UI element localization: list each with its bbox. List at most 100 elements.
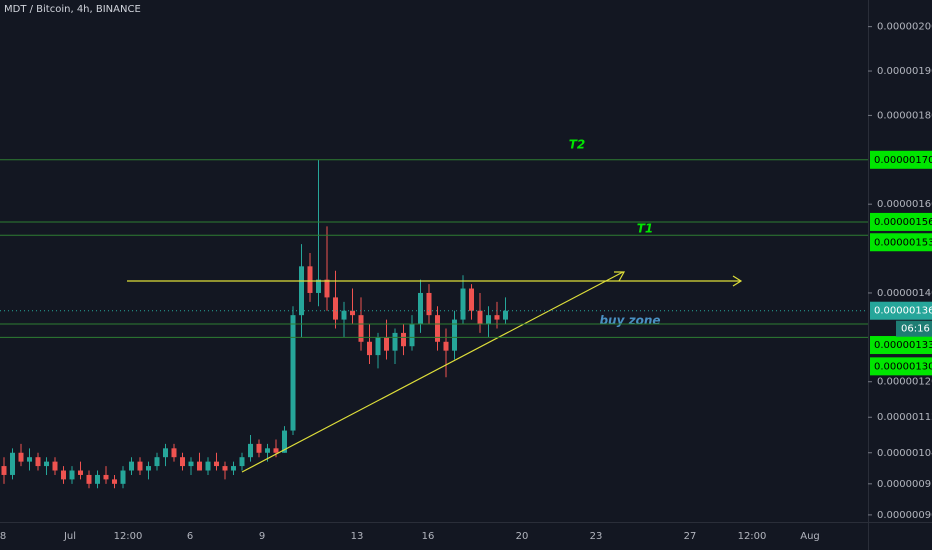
y-tick-label: 0.00000200 — [877, 22, 932, 33]
candle-body — [120, 470, 126, 484]
candle-body — [112, 479, 117, 484]
x-tick-label: 13 — [351, 531, 364, 542]
candle-body — [375, 337, 381, 356]
level-label: 0.00000153 — [874, 237, 932, 248]
candle-body — [401, 332, 406, 347]
candle-body — [95, 474, 100, 484]
candle-body — [443, 341, 449, 351]
candle-body — [171, 448, 177, 458]
level-label: 0.00000156 — [874, 217, 932, 228]
candle-body — [333, 297, 338, 320]
level-label-box — [870, 150, 932, 169]
candle-body — [103, 474, 109, 480]
last-price-box — [870, 301, 932, 320]
x-tick-label: 27 — [684, 531, 697, 542]
candle-body — [78, 470, 83, 475]
candle-body — [384, 337, 389, 351]
candle-body — [307, 266, 313, 293]
candle-body — [341, 310, 347, 320]
x-tick-label: 8 — [0, 531, 6, 542]
x-tick-label: 12:00 — [114, 531, 143, 542]
candle-body — [503, 310, 508, 320]
annotation: buy zone — [599, 314, 660, 328]
candle-body — [248, 443, 253, 458]
x-tick-label: 9 — [259, 531, 265, 542]
candle-body — [154, 457, 160, 467]
candle-body — [35, 457, 41, 467]
candle-body — [188, 461, 194, 467]
y-tick-label: 0.00000160 — [877, 199, 932, 210]
candle-body — [69, 470, 75, 480]
candle-body — [197, 461, 202, 471]
candle-body — [18, 452, 24, 462]
candle-body — [205, 461, 211, 471]
candle-body — [86, 474, 92, 484]
candle-body — [239, 457, 245, 467]
candle-body — [486, 315, 491, 325]
candle-body — [350, 310, 355, 316]
candle-body — [367, 341, 372, 356]
candle-body — [324, 279, 330, 298]
x-tick-label: 6 — [187, 531, 193, 542]
level-label-box — [870, 233, 932, 252]
candle-body — [61, 470, 66, 480]
y-tick-label: 0.00000112 — [877, 412, 932, 423]
candle-body — [273, 448, 279, 453]
arrow-head — [614, 271, 626, 282]
candle-body — [469, 288, 474, 311]
plot-area — [1, 159, 508, 489]
level-label-box — [870, 336, 932, 355]
candle-body — [290, 315, 296, 431]
candle-body — [180, 457, 185, 467]
y-tick-label: 0.00000090 — [877, 510, 932, 521]
countdown-label: 06:16 — [901, 324, 930, 335]
x-tick-label: 20 — [516, 531, 529, 542]
candle-body — [358, 315, 364, 342]
y-tick-label: 0.00000120 — [877, 377, 932, 388]
arrow-head — [732, 275, 743, 287]
candle-body — [282, 430, 287, 453]
countdown-box — [896, 320, 932, 337]
candle-body — [27, 457, 32, 462]
level-label: 0.00000170 — [874, 155, 932, 166]
y-tick-label: 0.00000140 — [877, 288, 932, 299]
y-tick-label: 0.00000190 — [877, 66, 932, 77]
last-price-label: 0.00000136 — [874, 306, 932, 317]
candle-body — [477, 310, 483, 325]
y-tick-label: 0.00000104 — [877, 448, 932, 459]
candle-body — [316, 279, 321, 293]
candle-body — [494, 315, 500, 320]
level-label-box — [870, 212, 932, 231]
candle-body — [460, 288, 466, 320]
drawings — [127, 271, 743, 473]
candle-body — [418, 292, 423, 325]
level-label: 0.00000133 — [874, 340, 932, 351]
candle-body — [129, 461, 134, 471]
x-tick-label: Jul — [63, 531, 76, 542]
candle-body — [392, 332, 398, 351]
candle-body — [256, 443, 262, 453]
x-tick-label: 16 — [422, 531, 435, 542]
chart-title: MDT / Bitcoin, 4h, BINANCE — [4, 4, 141, 15]
annotation: T2 — [569, 138, 586, 152]
candle-body — [299, 266, 304, 316]
candle-body — [426, 292, 432, 316]
candle-body — [265, 448, 270, 453]
annotation: T1 — [637, 222, 654, 236]
candle-body — [435, 315, 440, 342]
y-tick-label: 0.00000097 — [877, 479, 932, 490]
candle-body — [44, 461, 49, 467]
candle-body — [452, 319, 457, 351]
x-tick-label: 23 — [590, 531, 603, 542]
x-tick-label: 12:00 — [738, 531, 767, 542]
trend-line — [241, 271, 624, 473]
candle-body — [163, 448, 168, 458]
y-tick-label: 0.00000180 — [877, 110, 932, 121]
candle-body — [137, 461, 143, 471]
candle-body — [10, 452, 15, 475]
candle-body — [214, 461, 219, 467]
candle-body — [222, 466, 228, 471]
level-label: 0.00000130 — [874, 361, 932, 372]
level-label-box — [870, 357, 932, 376]
